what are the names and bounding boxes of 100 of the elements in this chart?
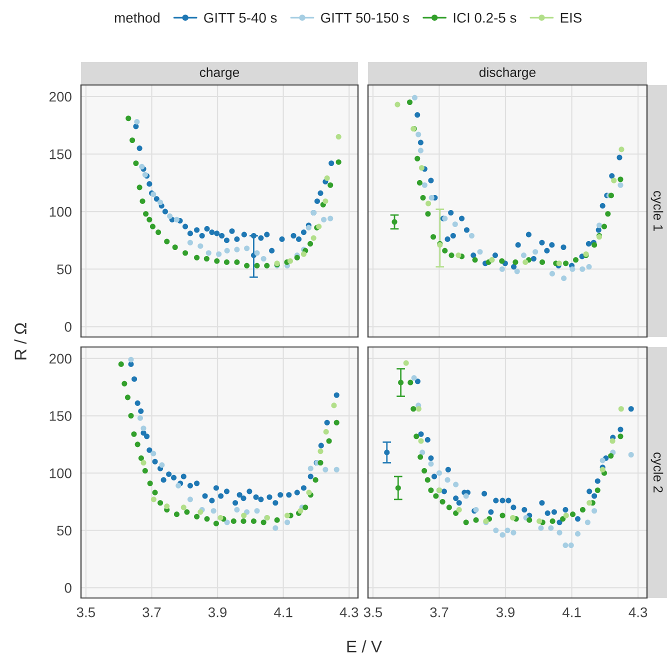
point <box>561 276 567 282</box>
point <box>628 452 634 458</box>
point <box>538 525 544 531</box>
point <box>560 516 566 522</box>
point <box>477 249 483 255</box>
point <box>218 493 224 499</box>
point <box>234 259 240 265</box>
point <box>398 380 404 386</box>
x-tick-label: 4.1 <box>274 608 292 618</box>
point <box>318 460 324 466</box>
point <box>418 140 424 146</box>
point <box>326 438 332 444</box>
point <box>214 258 220 264</box>
point <box>530 256 536 262</box>
point <box>600 203 606 209</box>
point <box>150 450 156 456</box>
point <box>463 520 469 526</box>
y-tick-label: 100 <box>50 206 72 217</box>
point <box>563 512 569 518</box>
point <box>308 466 314 472</box>
point <box>164 238 170 244</box>
point <box>158 500 164 506</box>
point <box>610 438 616 444</box>
point <box>428 455 434 461</box>
point <box>526 517 532 523</box>
point <box>134 442 140 448</box>
point <box>194 254 200 260</box>
point <box>136 146 142 152</box>
point <box>140 198 146 204</box>
point <box>522 259 528 265</box>
point <box>452 221 458 228</box>
point <box>164 504 170 510</box>
point <box>456 252 462 258</box>
point <box>279 236 285 242</box>
point <box>143 211 149 217</box>
point <box>562 542 568 548</box>
point <box>473 517 479 523</box>
point <box>224 520 230 526</box>
point <box>264 232 270 238</box>
point <box>418 454 424 460</box>
point <box>586 488 592 494</box>
point <box>428 487 434 494</box>
point <box>318 448 324 454</box>
point <box>209 230 215 236</box>
point <box>456 500 462 506</box>
x-tick-label: 4.1 <box>562 608 581 618</box>
y-tick-label: 50 <box>57 264 72 274</box>
point <box>403 360 409 366</box>
point <box>428 461 434 467</box>
point <box>167 213 173 219</box>
point <box>441 488 447 494</box>
point <box>453 496 459 502</box>
point <box>514 268 520 274</box>
point <box>328 216 334 222</box>
point <box>124 394 130 400</box>
point <box>616 154 622 160</box>
point <box>253 494 259 500</box>
legend-label: ICI 0.2-5 s <box>454 12 516 23</box>
point <box>584 520 590 526</box>
point <box>138 408 144 414</box>
point <box>244 509 250 515</box>
y-axis-title: R / Ω <box>14 323 26 360</box>
point <box>572 257 579 263</box>
point <box>194 514 200 520</box>
x-tick-label: 3.7 <box>142 607 161 618</box>
point <box>133 160 139 166</box>
point <box>323 429 329 435</box>
point <box>422 468 428 474</box>
point <box>334 392 340 398</box>
point <box>206 250 212 256</box>
point <box>209 498 215 504</box>
point <box>180 504 186 510</box>
point <box>493 498 499 504</box>
point <box>510 530 516 536</box>
point <box>334 466 340 472</box>
point <box>592 242 598 248</box>
point <box>436 470 442 476</box>
point <box>430 234 436 240</box>
point <box>556 530 562 536</box>
point <box>618 146 624 152</box>
point <box>472 257 478 263</box>
chart-title: discharge <box>479 67 536 80</box>
point <box>184 509 190 515</box>
point <box>510 514 516 521</box>
point <box>287 258 294 264</box>
point <box>414 156 420 162</box>
point <box>213 485 219 491</box>
point <box>336 159 342 165</box>
point <box>440 498 446 505</box>
point <box>296 236 302 242</box>
point <box>224 259 230 265</box>
point <box>224 248 230 254</box>
point <box>118 361 124 367</box>
point <box>170 474 177 480</box>
point <box>609 173 615 179</box>
point <box>266 494 272 500</box>
point <box>433 493 439 499</box>
point <box>570 512 576 518</box>
point <box>324 175 330 181</box>
point <box>160 477 166 483</box>
